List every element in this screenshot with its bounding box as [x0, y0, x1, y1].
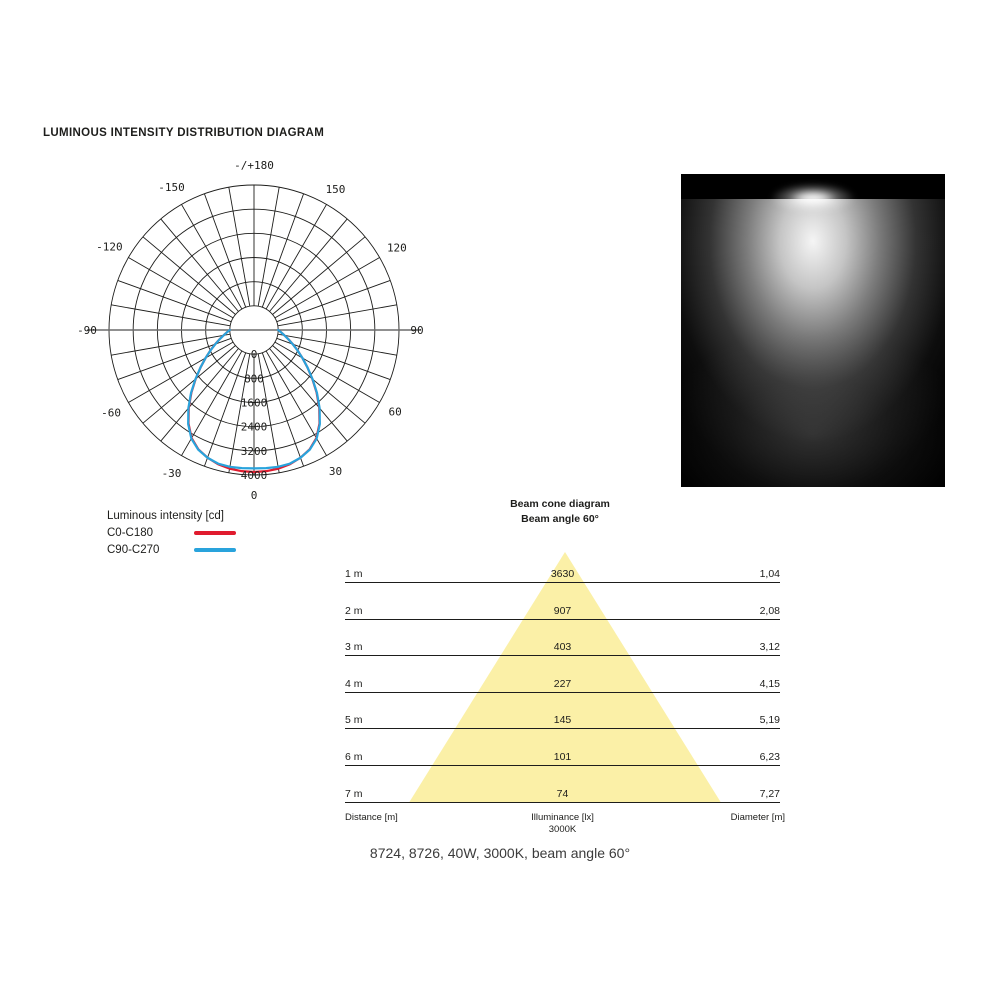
polar-radial-tick-2400: 2400 — [241, 421, 268, 434]
beam-cone-diameter: 5,19 — [759, 714, 780, 727]
beam-cone-rows: 1 m 3630 1,04 2 m 907 2,08 3 m 403 3,12 4 m 227 4,1… — [335, 540, 785, 810]
beam-cone-title-line1: Beam cone diagram — [510, 498, 610, 510]
legend-item-c0-c180: C0-C180 — [107, 525, 236, 541]
polar-angle-label-top: -/+180 — [234, 160, 274, 172]
beam-cone-triangle — [409, 552, 721, 803]
polar-angle-label-right_150: 150 — [326, 183, 346, 196]
beam-cone-illuminance: 74 — [556, 787, 569, 800]
beam-cone-row-rule — [345, 691, 780, 693]
polar-radial-tick-1600: 1600 — [241, 397, 268, 410]
polar-angle-label-right_90: 90 — [410, 324, 423, 337]
light-distribution-photo — [681, 174, 945, 487]
beam-cone-distance: 6 m — [345, 751, 363, 763]
legend-item-label: C90-C270 — [107, 543, 160, 556]
beam-cone-row-rule — [345, 618, 780, 620]
polar-curve-c90-c270 — [187, 328, 321, 470]
beam-cone-footer: Distance [m] Illuminance [lx] 3000K Diam… — [335, 812, 785, 842]
beam-cone-distance: 4 m — [345, 677, 363, 690]
polar-grid — [87, 184, 421, 476]
beam-cone-row-rule — [345, 582, 780, 583]
legend-color-swatch-c90-c270 — [194, 547, 236, 552]
polar-angle-label-bottom: 0 — [251, 489, 258, 502]
beam-cone-distance: 7 m — [345, 787, 363, 800]
beam-cone-shape — [409, 552, 721, 803]
photo-beam-glow — [681, 199, 945, 487]
column-header-distance: Distance [m] — [345, 812, 398, 823]
photo-floor-wash — [681, 299, 945, 487]
polar-radial-labels: 0 800 1600 2400 3200 4000 — [241, 348, 268, 482]
polar-angle-label-right_60: 60 — [389, 406, 402, 419]
polar-radial-tick-4000: 4000 — [241, 469, 268, 482]
polar-angle-label-right_120: 120 — [387, 242, 407, 255]
legend-color-swatch-c0-c180 — [194, 531, 236, 536]
beam-cone-distance: 5 m — [345, 714, 363, 727]
legend-item-label: C0-C180 — [107, 527, 154, 540]
polar-angle-label-left_150: -150 — [158, 181, 185, 194]
beam-cone-distance: 2 m — [345, 604, 363, 617]
beam-cone-title-line2: Beam angle 60° — [521, 512, 599, 525]
column-header-illuminance-line2: 3000K — [548, 823, 577, 835]
column-header-diameter: Diameter [m] — [730, 812, 785, 823]
beam-cone-illuminance: 227 — [553, 677, 572, 690]
column-header-illuminance-line1: Illuminance [lx] — [531, 812, 594, 823]
beam-cone-diameter: 3,12 — [759, 641, 780, 654]
beam-cone-diameter: 4,15 — [759, 677, 780, 690]
beam-cone-distance: 3 m — [345, 641, 363, 654]
beam-cone-illuminance: 101 — [553, 751, 572, 763]
polar-angle-label-left_120: -120 — [96, 241, 123, 254]
polar-angle-label-left_60: -60 — [101, 407, 121, 420]
beam-cone-illuminance: 907 — [553, 604, 572, 617]
polar-angle-label-left_30: -30 — [162, 467, 182, 480]
beam-cone-illuminance: 403 — [553, 641, 572, 654]
beam-cone-illuminance: 3630 — [550, 568, 575, 580]
beam-cone-row-rule — [345, 765, 780, 766]
beam-cone-title: Beam cone diagram Beam angle 60° — [335, 497, 785, 527]
polar-curves — [187, 328, 321, 474]
figure-caption: 8724, 8726, 40W, 3000K, beam angle 60° — [369, 845, 631, 861]
polar-radial-tick-3200: 3200 — [241, 445, 268, 458]
beam-cone-diameter: 2,08 — [759, 604, 780, 617]
beam-cone-row-rule — [345, 728, 780, 730]
beam-cone-row-rule — [345, 655, 780, 657]
beam-cone-distance: 1 m — [345, 568, 363, 580]
beam-cone-diagram: 1 m 3630 1,04 2 m 907 2,08 3 m 403 3,12 4 m 227 4,1… — [335, 540, 785, 840]
polar-diagram-svg: 0 800 1600 2400 3200 4000 0 30 60 90 120 150 -/+180… — [77, 160, 424, 502]
beam-cone-diameter: 6,23 — [759, 751, 780, 763]
polar-legend: Luminous intensity [cd] C0-C180 C90-C270 — [107, 508, 236, 558]
polar-radial-tick-0: 0 — [251, 348, 258, 361]
polar-angle-labels: 0 30 60 90 120 150 -/+180 -150 -120 -90 -60 -30 — [77, 160, 424, 502]
polar-angle-label-right_30: 30 — [329, 465, 342, 478]
legend-item-c90-c270: C90-C270 — [107, 542, 236, 558]
beam-cone-illuminance: 145 — [553, 714, 572, 727]
beam-cone-row-rule — [345, 801, 780, 803]
column-header-illuminance: Illuminance [lx] 3000K — [335, 812, 790, 836]
beam-cone-diameter: 7,27 — [759, 787, 780, 800]
photo-light-source-hotspot — [770, 183, 856, 214]
beam-cone-diameter: 1,04 — [759, 568, 780, 580]
polar-radial-tick-800: 800 — [244, 372, 264, 385]
polar-diagram: 0 800 1600 2400 3200 4000 0 30 60 90 120 150 -/+180… — [70, 160, 450, 505]
polar-angle-label-left_90: -90 — [77, 324, 97, 337]
page-title: LUMINOUS INTENSITY DISTRIBUTION DIAGRAM — [43, 127, 325, 139]
legend-title: Luminous intensity [cd] — [107, 510, 224, 522]
